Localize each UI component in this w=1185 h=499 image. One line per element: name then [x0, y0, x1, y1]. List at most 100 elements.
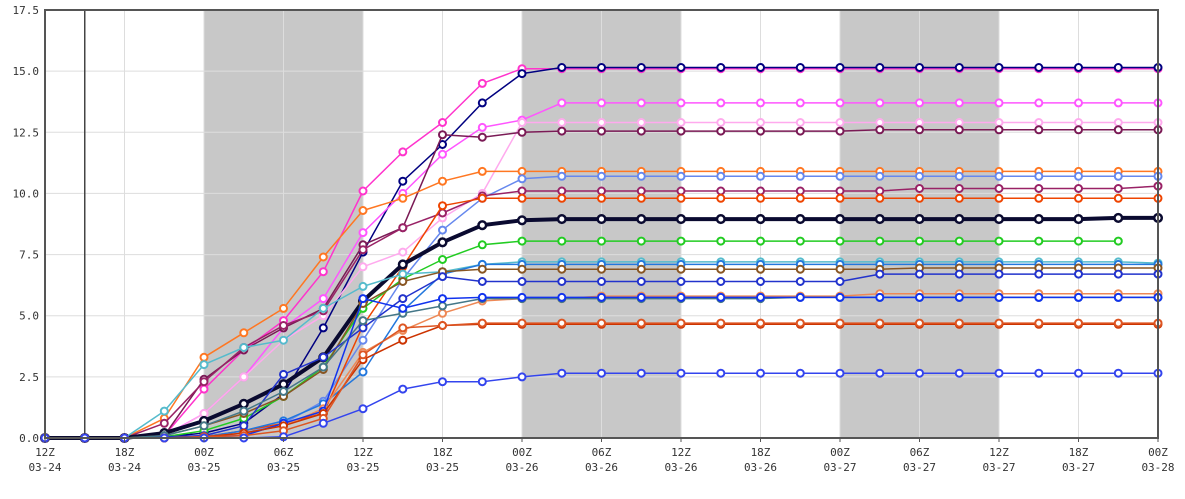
data-point	[1074, 318, 1083, 328]
x-tick-label-hour: 00Z	[194, 446, 214, 459]
data-point	[398, 176, 408, 186]
data-point	[358, 335, 368, 345]
data-point	[238, 398, 249, 409]
data-point	[477, 98, 487, 108]
x-tick-label-hour: 06Z	[592, 446, 612, 459]
data-point	[597, 368, 606, 378]
data-point	[597, 126, 606, 136]
data-point	[199, 360, 209, 370]
x-tick-label-hour: 12Z	[671, 446, 691, 459]
data-point	[477, 78, 487, 88]
data-point	[1034, 318, 1044, 328]
data-point	[517, 166, 527, 176]
data-point	[795, 63, 805, 72]
data-point	[597, 318, 606, 328]
data-point	[636, 368, 646, 378]
data-point	[795, 186, 805, 196]
data-point	[279, 303, 288, 313]
x-tick-label-hour: 18Z	[433, 446, 453, 459]
x-tick-label-date: 03-27	[1062, 461, 1095, 474]
data-point	[517, 318, 527, 328]
x-tick-label-date: 03-25	[187, 461, 220, 474]
data-point	[875, 292, 885, 302]
data-point	[279, 369, 288, 379]
data-point	[398, 303, 408, 313]
data-point	[874, 214, 885, 225]
data-point	[1074, 171, 1083, 181]
data-point	[199, 384, 209, 394]
data-point	[676, 368, 686, 378]
data-point	[1113, 212, 1124, 223]
data-point	[278, 379, 289, 390]
data-point	[954, 193, 964, 203]
data-point	[597, 193, 606, 203]
data-point	[398, 269, 408, 279]
x-tick-label-date: 03-27	[982, 461, 1015, 474]
data-point	[756, 118, 765, 127]
data-point	[1113, 368, 1123, 378]
data-point	[676, 118, 686, 127]
data-point	[835, 186, 845, 196]
data-point	[716, 368, 726, 378]
data-point	[358, 262, 368, 272]
data-point	[438, 321, 447, 330]
data-point	[835, 193, 845, 203]
data-point	[517, 69, 527, 79]
data-point	[1113, 171, 1123, 181]
data-point	[557, 186, 567, 196]
data-point	[636, 193, 646, 203]
y-tick-label: 17.5	[13, 4, 40, 17]
data-point	[517, 277, 527, 286]
data-point	[676, 98, 686, 108]
data-point	[835, 98, 845, 108]
data-point	[716, 193, 726, 203]
data-point	[915, 118, 924, 127]
data-point	[716, 186, 726, 196]
data-point	[795, 264, 805, 274]
data-point	[676, 193, 686, 203]
data-point	[597, 264, 606, 274]
data-point	[954, 63, 964, 72]
x-tick-label-date: 03-27	[823, 461, 856, 474]
data-point	[358, 323, 368, 333]
x-tick-label-hour: 18Z	[115, 446, 135, 459]
data-point	[795, 214, 806, 225]
data-point	[159, 406, 169, 416]
data-point	[1034, 368, 1044, 378]
data-point	[915, 269, 924, 279]
data-point	[676, 277, 686, 286]
data-point	[1034, 236, 1044, 246]
data-point	[994, 184, 1004, 193]
data-point	[318, 418, 328, 428]
data-point	[438, 301, 447, 311]
data-point	[199, 352, 209, 362]
data-point	[795, 318, 805, 328]
data-point	[795, 126, 805, 136]
data-point	[438, 201, 447, 211]
data-point	[1113, 193, 1123, 203]
data-point	[994, 236, 1004, 246]
data-point	[795, 277, 805, 286]
data-point	[636, 118, 646, 127]
data-point	[557, 126, 567, 136]
data-point	[795, 236, 805, 246]
data-point	[915, 98, 924, 108]
data-point	[597, 118, 606, 127]
data-point	[994, 193, 1004, 203]
data-point	[597, 63, 606, 72]
data-point	[398, 335, 408, 345]
data-point	[1074, 125, 1083, 135]
data-point	[438, 255, 447, 264]
data-point	[1034, 118, 1044, 127]
data-point	[954, 184, 964, 193]
data-point	[835, 126, 845, 136]
data-point	[1113, 269, 1123, 279]
y-tick-label: 15.0	[13, 65, 40, 78]
data-point	[756, 368, 765, 378]
y-tick-label: 5.0	[19, 310, 39, 323]
data-point	[675, 214, 687, 225]
data-point	[477, 292, 487, 302]
data-point	[676, 264, 686, 274]
x-tick-label-date: 03-27	[903, 461, 936, 474]
